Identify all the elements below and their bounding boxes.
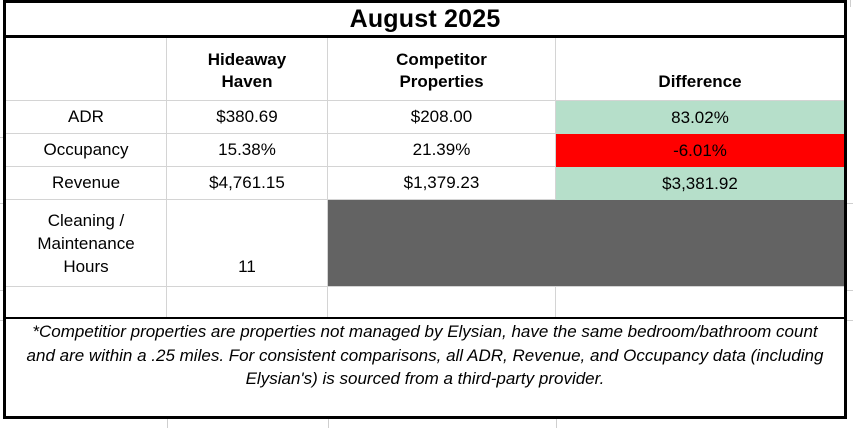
cell-adr-label[interactable]: ADR [6,101,167,134]
gridline-stub [850,0,851,7]
gridline-stub [556,419,557,428]
report-table: August 2025 Hideaway Haven Competitor Pr… [3,0,847,419]
gridline-stub [167,419,168,428]
report-title: August 2025 [349,4,501,33]
header-competitor-properties[interactable]: Competitor Properties [328,38,556,101]
header-hideaway-haven[interactable]: Hideaway Haven [167,38,328,101]
cell-revenue-hideaway[interactable]: $4,761.15 [167,167,328,200]
header-difference[interactable]: Difference [556,38,844,101]
cell-revenue-difference[interactable]: $3,381.92 [556,167,844,200]
cell-empty-difference[interactable] [556,287,844,317]
cell-cleaning-label-text: Cleaning / Maintenance Hours [37,211,135,276]
cell-occupancy-competitor[interactable]: 21.39% [328,134,556,167]
cell-revenue-label[interactable]: Revenue [6,167,167,200]
cell-revenue-competitor[interactable]: $1,379.23 [328,167,556,200]
gridline-stub [0,290,3,291]
header-row-label-cell[interactable] [6,38,167,101]
cell-cleaning-blocked-region[interactable] [328,200,844,287]
gridline-stub [847,203,853,204]
gridline-stub [0,137,3,138]
cell-empty-label[interactable] [6,287,167,317]
gridline-stub [847,320,853,321]
cell-cleaning-label[interactable]: Cleaning / Maintenance Hours [6,200,167,287]
header-label-hideaway-haven: Hideaway Haven [207,50,287,91]
title-cell[interactable]: August 2025 [6,3,844,38]
cell-occupancy-difference[interactable]: -6.01% [556,134,844,167]
cell-adr-hideaway[interactable]: $380.69 [167,101,328,134]
cell-empty-competitor[interactable] [328,287,556,317]
report-grid: Hideaway Haven Competitor Properties Dif… [6,38,844,416]
cell-adr-difference[interactable]: 83.02% [556,101,844,134]
footnote-cell[interactable]: *Competitior properties are properties n… [6,317,844,416]
gridline-stub [847,290,853,291]
cell-adr-competitor[interactable]: $208.00 [328,101,556,134]
gridline-stub [0,203,3,204]
cell-occupancy-label[interactable]: Occupancy [6,134,167,167]
header-label-difference: Difference [658,72,742,91]
gridline-stub [0,320,3,321]
cell-empty-hideaway[interactable] [167,287,328,317]
header-label-competitor-properties: Competitor Properties [396,50,487,91]
gridline-stub [328,419,329,428]
cell-cleaning-hours-value[interactable]: 11 [167,200,328,287]
cell-occupancy-hideaway[interactable]: 15.38% [167,134,328,167]
